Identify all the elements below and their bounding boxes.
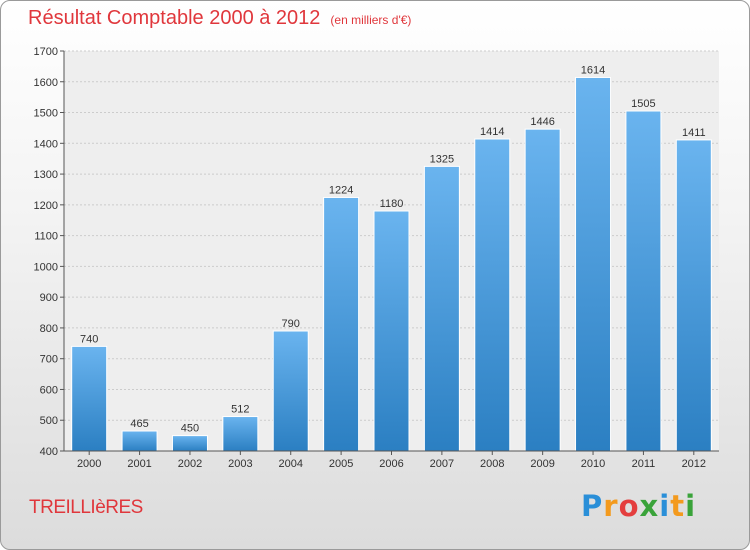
bar-2001 bbox=[121, 430, 158, 452]
data-label-2012: 1411 bbox=[682, 127, 706, 139]
bar-2010 bbox=[575, 76, 612, 452]
bar-2002 bbox=[171, 435, 208, 452]
data-label-2001: 465 bbox=[130, 418, 148, 430]
data-label-2011: 1505 bbox=[631, 98, 655, 110]
x-tick-label-2004: 2004 bbox=[278, 458, 302, 470]
logo-letter: x bbox=[639, 489, 660, 523]
x-tick-label-2010: 2010 bbox=[581, 458, 605, 470]
data-label-2009: 1446 bbox=[530, 116, 554, 128]
data-label-2005: 1224 bbox=[329, 184, 353, 196]
bar-2005 bbox=[323, 196, 360, 452]
bar-2004 bbox=[272, 330, 309, 452]
chart-title-text: Résultat Comptable 2000 à 2012 bbox=[28, 7, 321, 29]
y-tick-label: 1000 bbox=[34, 261, 58, 273]
logo-letter: i bbox=[659, 489, 671, 523]
bar-2009 bbox=[524, 128, 561, 452]
y-tick-label: 500 bbox=[40, 415, 58, 427]
x-tick-label-2005: 2005 bbox=[329, 458, 353, 470]
bar-2003 bbox=[222, 416, 259, 452]
data-label-2008: 1414 bbox=[480, 126, 504, 138]
proxiti-logo: Proxiti bbox=[581, 489, 696, 523]
y-tick-label: 1400 bbox=[34, 138, 58, 150]
y-tick-label: 1600 bbox=[34, 77, 58, 89]
x-tick-label-2008: 2008 bbox=[480, 458, 504, 470]
x-tick-label-2011: 2011 bbox=[632, 458, 656, 470]
logo-letter: o bbox=[618, 489, 640, 523]
x-tick-label-2003: 2003 bbox=[228, 458, 252, 470]
x-tick-label-2000: 2000 bbox=[77, 458, 101, 470]
y-tick-label: 900 bbox=[40, 292, 58, 304]
bar-2008 bbox=[474, 138, 511, 452]
data-label-2007: 1325 bbox=[430, 153, 454, 165]
commune-name: TREILLIèRES bbox=[29, 497, 143, 518]
logo-letter: P bbox=[581, 489, 604, 523]
y-tick-label: 1300 bbox=[34, 169, 58, 181]
data-label-2004: 790 bbox=[282, 318, 300, 330]
chart-title: Résultat Comptable 2000 à 2012 (en millie… bbox=[28, 7, 411, 30]
y-tick-label: 700 bbox=[40, 354, 58, 366]
chart-subtitle: (en milliers d'€) bbox=[330, 13, 412, 27]
data-label-2003: 512 bbox=[231, 404, 249, 416]
data-label-2006: 1180 bbox=[380, 198, 404, 210]
bar-2006 bbox=[373, 210, 410, 452]
x-tick-label-2012: 2012 bbox=[682, 458, 706, 470]
y-tick-label: 600 bbox=[40, 384, 58, 396]
y-tick-label: 1100 bbox=[34, 231, 58, 243]
logo-letter: t bbox=[670, 489, 686, 523]
bar-2000 bbox=[71, 345, 108, 452]
y-tick-label: 1700 bbox=[34, 46, 58, 58]
bar-2007 bbox=[423, 165, 460, 452]
bar-2012 bbox=[675, 139, 712, 452]
y-tick-label: 1200 bbox=[34, 200, 58, 212]
logo-letter: i bbox=[685, 489, 697, 523]
y-tick-label: 1500 bbox=[34, 108, 58, 120]
logo-letter: r bbox=[603, 489, 619, 523]
y-tick-label: 400 bbox=[40, 446, 58, 458]
bar-2011 bbox=[625, 110, 662, 452]
y-tick-label: 800 bbox=[40, 323, 58, 335]
data-label-2002: 450 bbox=[181, 423, 199, 435]
x-tick-label-2002: 2002 bbox=[178, 458, 202, 470]
x-tick-label-2009: 2009 bbox=[530, 458, 554, 470]
data-label-2000: 740 bbox=[80, 333, 98, 345]
x-tick-label-2007: 2007 bbox=[430, 458, 454, 470]
x-tick-label-2001: 2001 bbox=[127, 458, 151, 470]
data-label-2010: 1614 bbox=[581, 64, 605, 76]
x-tick-label-2006: 2006 bbox=[379, 458, 403, 470]
